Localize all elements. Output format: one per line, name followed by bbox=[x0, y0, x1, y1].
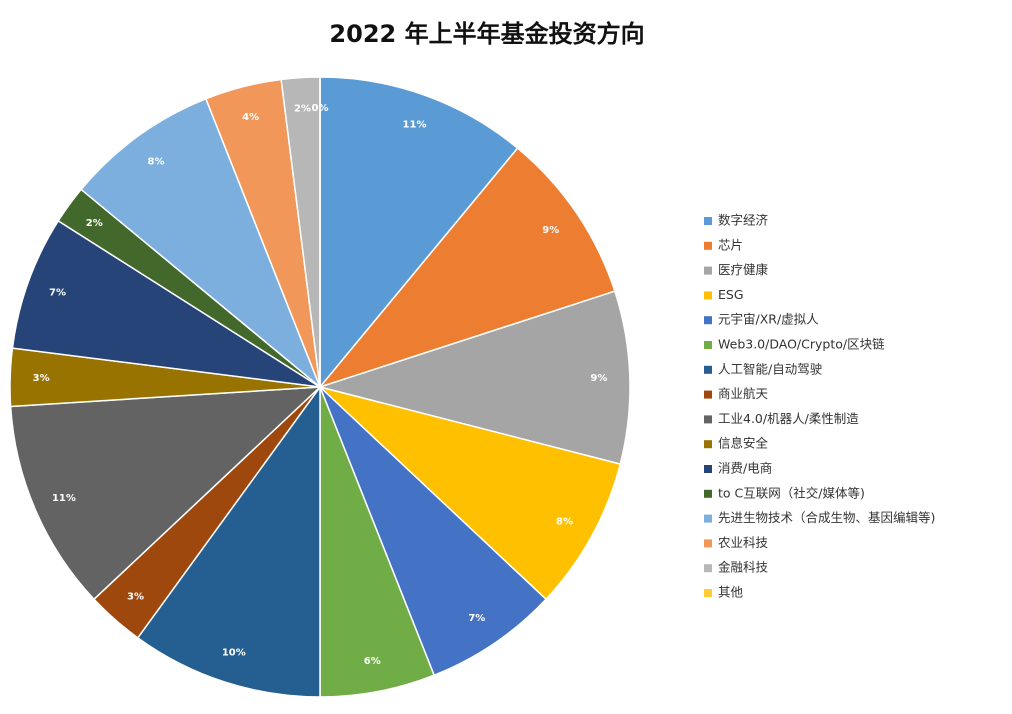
data-label: 7% bbox=[49, 287, 66, 298]
slice bbox=[9, 386, 323, 601]
legend-label: 金融科技 bbox=[718, 560, 769, 575]
slice bbox=[319, 386, 622, 601]
data-label: 0% bbox=[312, 103, 329, 114]
data-label: 2% bbox=[86, 218, 103, 229]
chart-title: 2022 年上半年基金投资方向 bbox=[329, 20, 644, 48]
slice bbox=[317, 147, 616, 389]
data-label: 2% bbox=[294, 104, 311, 115]
data-label: 7% bbox=[468, 613, 485, 624]
legend-swatch bbox=[704, 365, 712, 374]
legend-label: 数字经济 bbox=[718, 213, 769, 228]
legend-label: to C互联网（社交/媒体等) bbox=[718, 485, 865, 500]
legend-label: 元宇宙/XR/虚拟人 bbox=[718, 312, 819, 327]
data-label: 11% bbox=[403, 119, 427, 130]
legend-swatch bbox=[704, 415, 712, 424]
legend-label: 消费/电商 bbox=[718, 461, 772, 476]
legend-label: 农业科技 bbox=[718, 535, 769, 550]
legend-swatch bbox=[704, 241, 712, 250]
data-label: 9% bbox=[590, 373, 607, 384]
data-label: 8% bbox=[556, 516, 573, 527]
data-label: 9% bbox=[542, 225, 559, 236]
legend-swatch bbox=[704, 539, 712, 548]
legend-label: 其他 bbox=[718, 585, 744, 600]
slice bbox=[136, 384, 321, 698]
legend-swatch bbox=[704, 514, 712, 523]
data-label: 4% bbox=[242, 112, 259, 123]
legend-swatch bbox=[704, 316, 712, 325]
slice bbox=[319, 386, 548, 677]
data-label: 8% bbox=[148, 156, 165, 167]
data-label: 11% bbox=[52, 493, 76, 504]
legend-label: 人工智能/自动驾驶 bbox=[718, 361, 823, 376]
legend-swatch bbox=[704, 440, 712, 449]
data-label: 3% bbox=[127, 591, 144, 602]
legend-label: Web3.0/DAO/Crypto/区块链 bbox=[718, 337, 885, 352]
legend-label: 医疗健康 bbox=[718, 262, 769, 277]
legend-swatch bbox=[704, 564, 712, 573]
slice bbox=[80, 97, 321, 388]
legend-label: 先进生物技术（合成生物、基因编辑等) bbox=[718, 510, 935, 525]
legend-label: 信息安全 bbox=[718, 436, 769, 451]
legend-swatch bbox=[704, 465, 712, 473]
legend-label: 芯片 bbox=[718, 237, 743, 252]
legend-swatch bbox=[704, 390, 712, 399]
slice bbox=[319, 76, 519, 390]
legend-label: 工业4.0/机器人/柔性制造 bbox=[718, 411, 859, 426]
legend-label: ESG bbox=[718, 287, 744, 302]
legend-swatch bbox=[704, 489, 712, 498]
legend-swatch bbox=[704, 341, 712, 349]
legend-swatch bbox=[704, 291, 712, 300]
legend-swatch bbox=[704, 266, 712, 275]
data-label: 6% bbox=[364, 656, 381, 667]
legend-swatch bbox=[704, 589, 712, 597]
legend-swatch bbox=[704, 217, 712, 225]
data-label: 10% bbox=[222, 647, 246, 658]
slice bbox=[317, 290, 631, 466]
legend-label: 商业航天 bbox=[718, 386, 769, 401]
data-label: 3% bbox=[33, 373, 50, 384]
slice bbox=[11, 219, 321, 388]
